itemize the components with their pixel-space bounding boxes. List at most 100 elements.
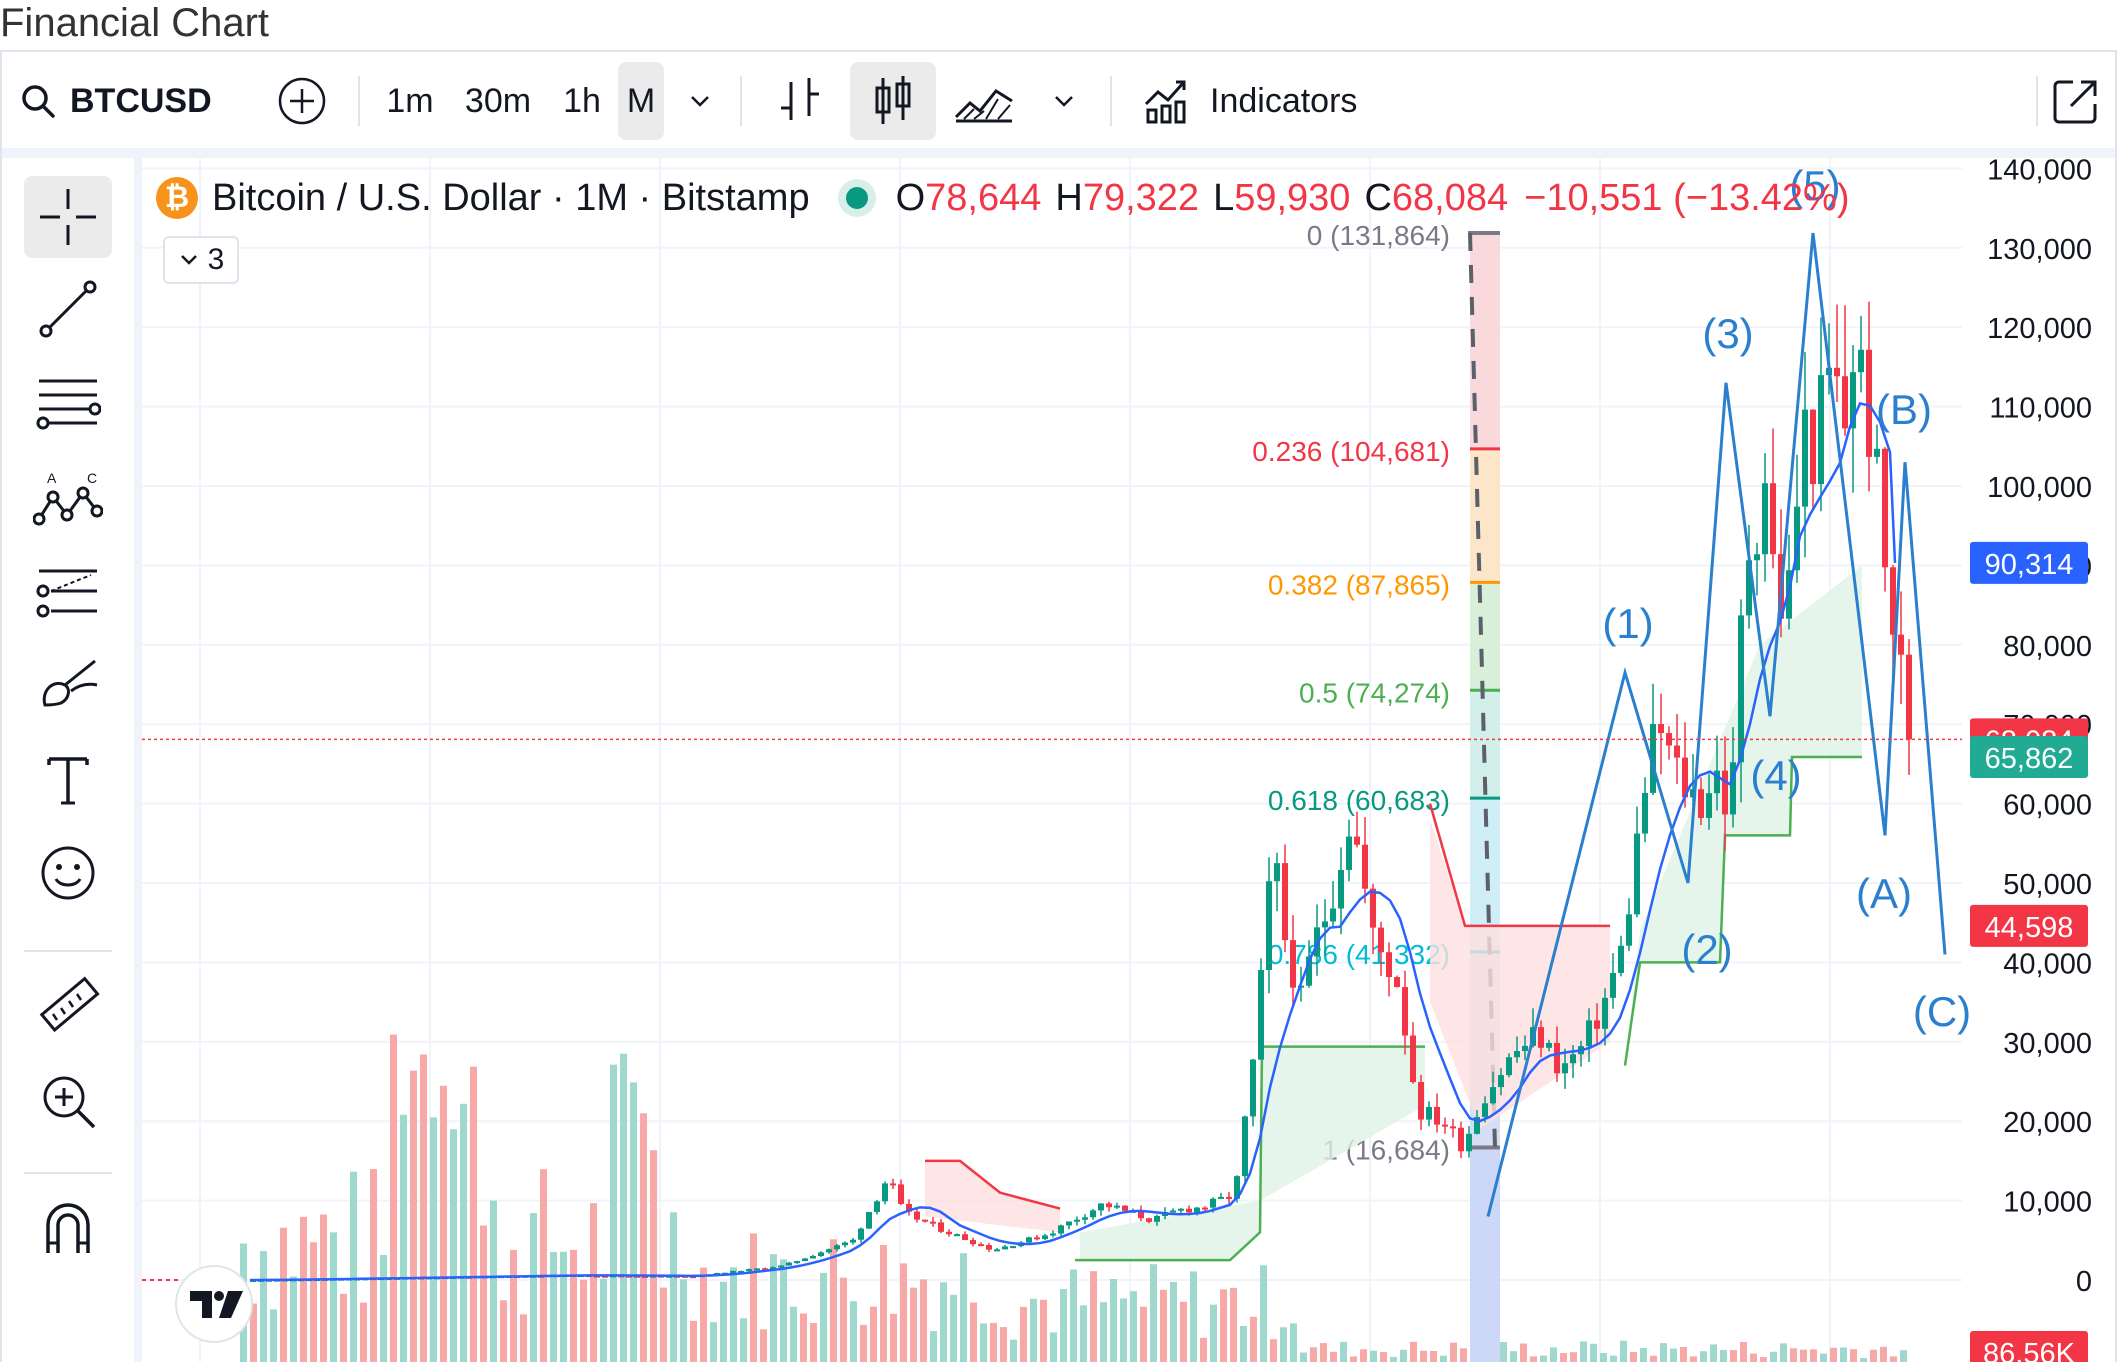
volume-bar (1890, 1356, 1897, 1362)
chart-type-dropdown[interactable] (1042, 62, 1086, 140)
candle-body (874, 1201, 880, 1213)
symbol-description[interactable]: Bitcoin / U.S. Dollar · 1M · Bitstamp (212, 176, 810, 219)
volume-bar (1270, 1339, 1277, 1362)
text-icon (47, 757, 89, 805)
volume-bar (1420, 1350, 1427, 1362)
volume-bar (740, 1318, 747, 1362)
wave-line (1486, 232, 1947, 1217)
indicators-button[interactable]: Indicators (1142, 62, 1382, 140)
volume-bar (1700, 1351, 1707, 1362)
candle-body (1754, 554, 1760, 561)
volume-bar (1820, 1353, 1827, 1362)
volume-bar (330, 1232, 337, 1362)
candle-body (866, 1212, 872, 1229)
trend-line-tool[interactable] (24, 268, 112, 350)
volume-bar (1000, 1327, 1007, 1362)
area-chart-type-button[interactable] (950, 62, 1018, 140)
symbol-search-button[interactable]: BTCUSD (18, 62, 228, 140)
tradingview-logo-icon (175, 1265, 253, 1343)
volume-bar (1770, 1351, 1777, 1362)
candle-body (1418, 1082, 1424, 1120)
candle-body (882, 1183, 888, 1202)
candle-body (1818, 375, 1824, 485)
volume-bar (990, 1322, 997, 1362)
candle-body (1322, 921, 1328, 928)
interval-1m[interactable]: 1m (386, 81, 434, 120)
low-value: 59,930 (1234, 176, 1351, 219)
volume-bar (620, 1053, 627, 1362)
volume-bar (1780, 1343, 1787, 1362)
bar-chart-icon (781, 78, 819, 120)
tradingview-logo[interactable] (175, 1265, 253, 1343)
volume-bar (550, 1251, 557, 1362)
candle-body (1378, 927, 1384, 953)
emoji-tool[interactable] (24, 832, 112, 914)
candle-body (730, 1270, 736, 1273)
volume-bar (450, 1129, 457, 1362)
fullscreen-button[interactable] (2046, 62, 2106, 140)
candle-body (786, 1262, 792, 1266)
volume-bar (940, 1282, 947, 1362)
fib-level-label: 0.618 (60,683) (1268, 785, 1450, 816)
volume-bar (1130, 1291, 1137, 1362)
volume-bar (1810, 1349, 1817, 1362)
price-tick-label: 130,000 (1987, 234, 2092, 266)
crosshair-tool[interactable] (24, 176, 112, 258)
candle-body (1890, 567, 1896, 635)
candle-body (642, 1275, 648, 1278)
bar-chart-type-button[interactable] (768, 62, 832, 140)
candle-body (1186, 1208, 1192, 1213)
indicators-collapse-button[interactable]: 3 (163, 236, 239, 284)
market-status-icon[interactable] (845, 187, 868, 209)
volume-bar (690, 1320, 697, 1362)
fib-retracement-tool[interactable] (24, 362, 112, 444)
magnet-tool[interactable] (24, 1188, 112, 1270)
volume-bar (1620, 1340, 1627, 1362)
compare-symbol-button[interactable] (270, 62, 334, 140)
ruler-tool[interactable] (24, 966, 112, 1048)
candle-body (1258, 969, 1264, 1060)
candle-body (1730, 762, 1736, 815)
change-value: −10,551 (−13.42%) (1524, 176, 1850, 219)
candle-chart-type-button[interactable] (850, 62, 936, 140)
wave-label: (3) (1702, 310, 1753, 357)
volume-bar (1800, 1349, 1807, 1362)
candle-body (1218, 1196, 1224, 1199)
text-tool[interactable] (24, 738, 112, 820)
interval-m[interactable]: M (618, 62, 664, 140)
interval-30m[interactable]: 30m (464, 81, 532, 120)
zoom-in-tool[interactable] (24, 1060, 112, 1142)
price-tag-label: 65,862 (1985, 743, 2074, 775)
volume-bar (800, 1313, 807, 1362)
candle-body (1042, 1235, 1048, 1240)
magnet-icon (46, 1203, 90, 1253)
supertrend-up-line (1075, 1045, 1425, 1262)
volume-bar (1290, 1323, 1297, 1362)
candle-body (1682, 757, 1688, 798)
prediction-tool[interactable] (24, 550, 112, 632)
volume-bar (1510, 1351, 1517, 1362)
price-tag-label: 86.56K (1983, 1338, 2076, 1362)
volume-bar (580, 1279, 587, 1362)
price-tick-label: 140,000 (1987, 154, 2092, 186)
volume-bar (540, 1169, 547, 1362)
candle-body (1394, 977, 1400, 988)
volume-bar (1300, 1352, 1307, 1362)
candle-body (1858, 349, 1864, 373)
candle-body (1722, 770, 1728, 815)
interval-1h[interactable]: 1h (563, 81, 601, 120)
wave-label: (C) (1913, 988, 1971, 1035)
wave-label: (2) (1681, 926, 1732, 973)
open-label: O (895, 176, 926, 219)
candle-body (850, 1239, 856, 1243)
brush-tool[interactable] (24, 644, 112, 726)
high-label: H (1055, 176, 1083, 219)
volume-bar (400, 1114, 407, 1362)
volume-bar (500, 1300, 507, 1362)
candle-body (1906, 654, 1912, 740)
interval-dropdown[interactable] (676, 62, 724, 140)
price-tag (1970, 541, 2088, 584)
candle-body (1866, 349, 1872, 457)
